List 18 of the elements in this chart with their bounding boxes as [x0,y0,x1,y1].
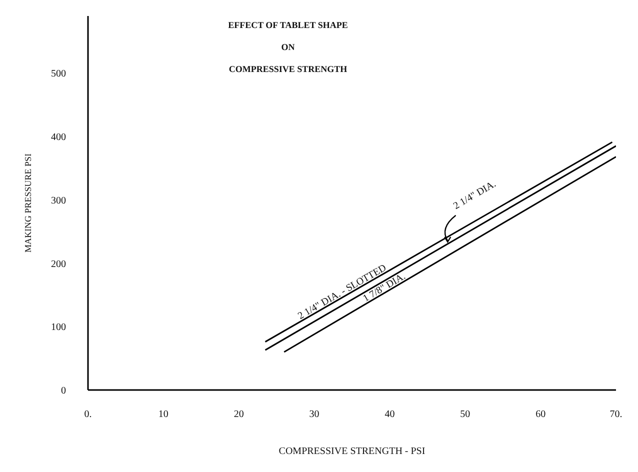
text: 2 1/4" DIA. [452,178,498,212]
y-tick-label: 400 [51,132,66,143]
x-tick-label: 20 [234,409,244,420]
x-tick-label: 70. [610,409,622,420]
x-tick-label: 50 [460,409,470,420]
x-tick-label: 10 [158,409,168,420]
x-tick-label: 30 [309,409,320,420]
x-tick-label: 40 [384,409,395,420]
y-tick-label: 500 [51,68,66,80]
y-tick-label: 100 [51,322,66,334]
y-axis-title: MAKING PRESSURE PSI [23,153,34,253]
y-tick-label: 0 [61,386,66,397]
y-tick-label: 300 [51,195,66,206]
y-tick-label: 200 [51,258,66,270]
x-tick-label: 0. [84,409,92,420]
chart-title: EFFECT OF TABLET SHAPE ON COMPRESSIVE STRENGTH [228,20,348,74]
x-tick-label: 60 [536,409,546,420]
x-axis-title: COMPRESSIVE STRENGTH - PSI [278,446,426,457]
